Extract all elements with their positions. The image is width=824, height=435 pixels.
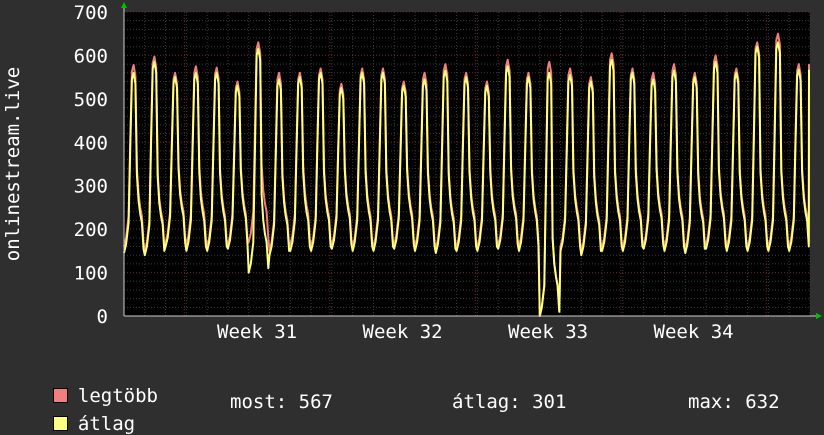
stat-average: átlag: 301 — [452, 391, 567, 413]
y-tick-label: 300 — [74, 176, 108, 198]
x-tick-label: Week 33 — [508, 321, 588, 343]
y-tick-label: 100 — [74, 263, 108, 285]
grid — [123, 11, 811, 317]
legend-avg-swatch — [52, 416, 68, 431]
legend-max-swatch — [52, 388, 68, 403]
series-group — [123, 32, 810, 317]
y-axis-arrow — [121, 2, 127, 8]
y-tick-label: 600 — [74, 45, 108, 67]
x-tick-labels: Week 31 Week 32 Week 33 Week 34 — [217, 321, 734, 343]
stat-current: most: 567 — [230, 391, 333, 413]
axes — [121, 2, 822, 319]
stat-maximum: max: 632 — [688, 391, 780, 413]
legend-max-label: legtöbb — [77, 385, 158, 407]
x-tick-label: Week 34 — [654, 321, 734, 343]
y-tick-labels: 0 100 200 300 400 500 600 700 — [74, 2, 108, 328]
y-tick-label: 500 — [74, 89, 108, 111]
x-tick-label: Week 31 — [217, 321, 297, 343]
legend-avg: átlag — [30, 391, 135, 435]
series-line-avg — [123, 41, 810, 317]
legend-avg-label: átlag — [77, 413, 136, 435]
y-tick-label: 200 — [74, 219, 108, 241]
y-tick-label: 400 — [74, 132, 108, 154]
x-axis-arrow — [816, 313, 822, 319]
plot-area — [124, 12, 810, 316]
x-tick-label: Week 32 — [363, 321, 443, 343]
y-tick-label: 700 — [74, 2, 108, 24]
legend-max: legtöbb — [30, 363, 158, 407]
y-axis-label: onlinestream.live — [2, 67, 24, 261]
y-tick-label: 0 — [97, 306, 108, 328]
